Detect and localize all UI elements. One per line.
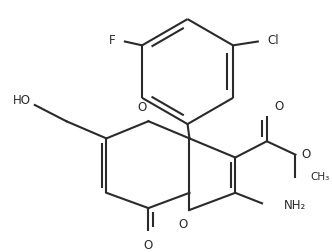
- Text: O: O: [275, 100, 284, 113]
- Text: O: O: [144, 239, 153, 252]
- Text: Cl: Cl: [267, 34, 279, 47]
- Text: CH₃: CH₃: [311, 172, 330, 182]
- Text: HO: HO: [13, 94, 31, 107]
- Text: O: O: [137, 101, 146, 114]
- Text: O: O: [301, 148, 310, 161]
- Text: NH₂: NH₂: [284, 199, 306, 212]
- Text: O: O: [178, 218, 188, 231]
- Text: F: F: [109, 34, 115, 47]
